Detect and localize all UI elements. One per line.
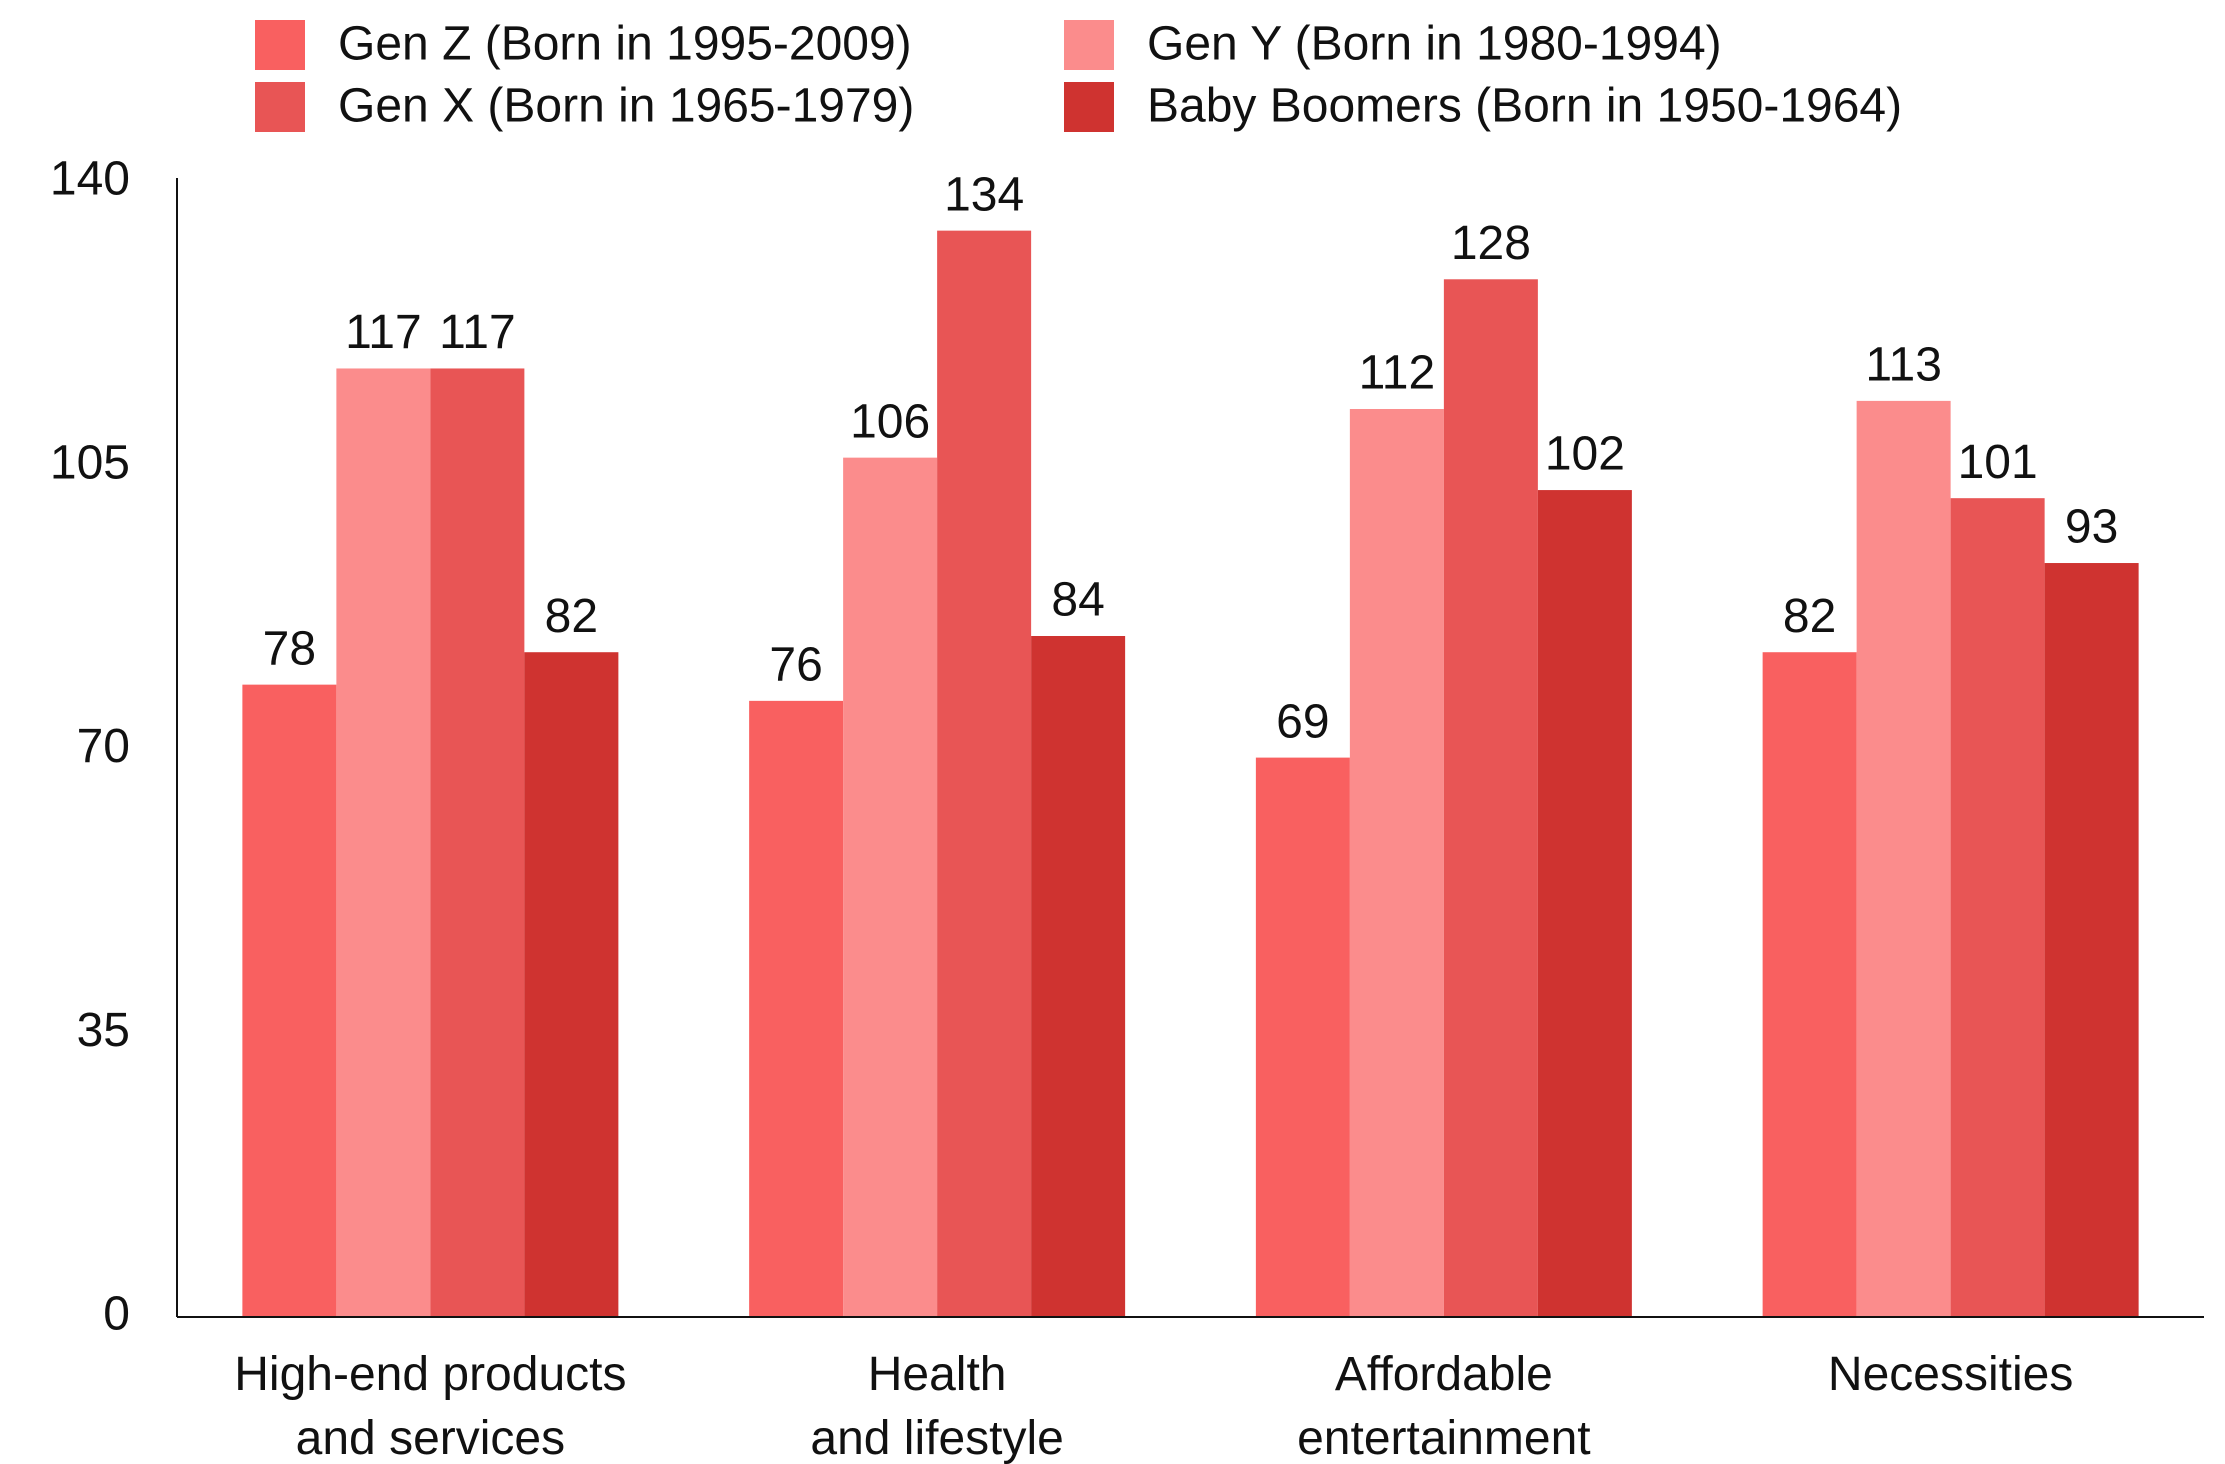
value-label: 82: [1783, 590, 1836, 643]
bar: [1443, 279, 1538, 1318]
value-label: 101: [1958, 436, 2038, 489]
legend-label: Gen Y (Born in 1980-1994): [1147, 18, 1722, 71]
bar: [749, 700, 844, 1317]
y-tick-label: 140: [50, 153, 130, 206]
legend-label: Gen X (Born in 1965-1979): [338, 80, 914, 133]
value-label: 113: [1865, 339, 1942, 392]
legend-swatch: [255, 20, 305, 70]
bar: [937, 230, 1032, 1318]
bar: [843, 457, 938, 1318]
bar: [1255, 757, 1350, 1317]
x-tick-label: Health and lifestyle: [810, 1348, 1063, 1464]
value-label: 128: [1451, 217, 1531, 270]
bar: [1537, 490, 1632, 1318]
value-label: 106: [850, 395, 930, 448]
bar: [1031, 636, 1126, 1317]
legend-label: Baby Boomers (Born in 1950-1964): [1147, 80, 1902, 133]
value-label: 76: [769, 639, 822, 692]
legend-label: Gen Z (Born in 1995-2009): [338, 18, 912, 71]
x-tick-label: High-end products and services: [234, 1348, 626, 1464]
value-label: 93: [2065, 501, 2118, 554]
bar: [336, 368, 431, 1317]
bar: [1856, 400, 1951, 1318]
legend-swatch: [1064, 20, 1114, 70]
bar: [1950, 498, 2045, 1317]
y-tick-label: 70: [77, 720, 130, 773]
x-tick-label: Affordable entertainment: [1297, 1348, 1591, 1464]
value-label: 84: [1051, 574, 1104, 627]
value-label: 134: [944, 168, 1024, 221]
y-tick-label: 0: [103, 1288, 130, 1341]
value-label: 112: [1359, 347, 1436, 400]
y-tick-label: 105: [50, 436, 130, 489]
legend-swatch: [255, 82, 305, 132]
bar: [430, 368, 525, 1317]
value-label: 69: [1276, 695, 1329, 748]
bar: [242, 684, 337, 1317]
value-label: 82: [545, 590, 598, 643]
legend-swatch: [1064, 82, 1114, 132]
y-tick-label: 35: [77, 1004, 130, 1057]
bar: [1349, 409, 1444, 1317]
x-tick-label: Necessities: [1828, 1348, 2073, 1401]
bar: [524, 652, 619, 1317]
bar: [2044, 563, 2139, 1317]
bar: [1762, 652, 1857, 1317]
value-label: 117: [345, 306, 422, 359]
value-label: 78: [263, 622, 316, 675]
value-label: 117: [439, 306, 516, 359]
value-label: 102: [1545, 428, 1625, 481]
